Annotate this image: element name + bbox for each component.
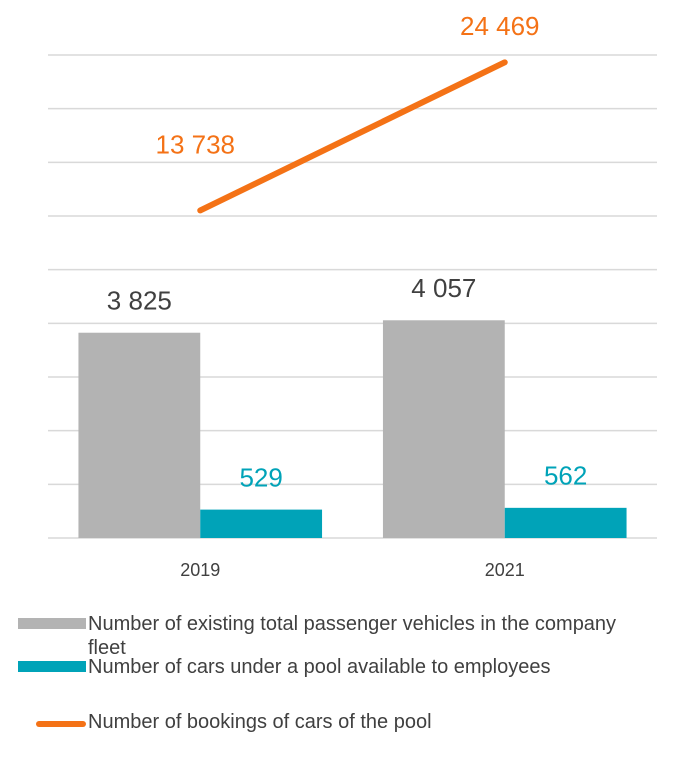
x-tick-label: 2019 bbox=[180, 560, 220, 580]
bar bbox=[382, 320, 505, 538]
data-label: 24 469 bbox=[460, 11, 540, 41]
data-label: 13 738 bbox=[155, 129, 235, 159]
chart: 2019 3 825 529 2021 4 057 562 13 738 24 469 bbox=[48, 11, 657, 580]
data-label: 529 bbox=[239, 462, 282, 492]
legend-swatch bbox=[18, 618, 86, 629]
line bbox=[197, 59, 508, 214]
data-label: 4 057 bbox=[411, 273, 476, 303]
bar bbox=[504, 507, 627, 538]
bar bbox=[200, 509, 323, 538]
legend-item: Number of existing total passenger vehic… bbox=[0, 612, 658, 660]
data-label: 562 bbox=[544, 461, 587, 491]
legend-swatch bbox=[18, 661, 86, 672]
legend-label: Number of cars under a pool available to… bbox=[88, 656, 551, 678]
legend-label: Number of bookings of cars of the pool bbox=[88, 711, 432, 733]
legend-item: Number of cars under a pool available to… bbox=[0, 655, 550, 679]
bar bbox=[78, 332, 201, 538]
legend-swatch bbox=[36, 721, 86, 727]
data-label: 3 825 bbox=[107, 286, 172, 316]
x-tick-label: 2021 bbox=[485, 560, 525, 580]
legend-label: Number of existing total passenger vehic… bbox=[88, 613, 617, 659]
legend-item: Number of bookings of cars of the pool bbox=[0, 710, 432, 734]
